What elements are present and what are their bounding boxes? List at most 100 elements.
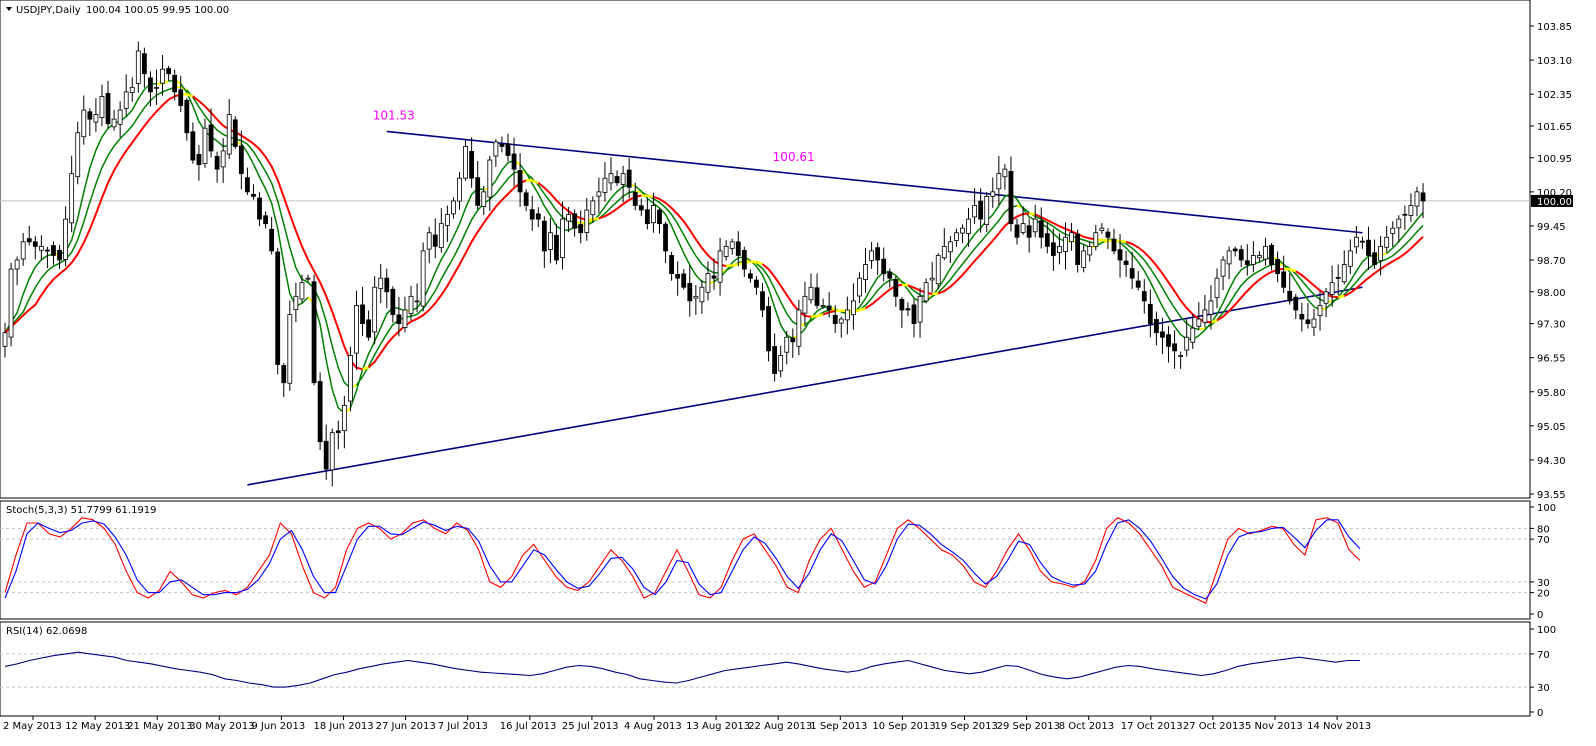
candle bbox=[796, 299, 802, 356]
candle bbox=[196, 144, 202, 181]
candle bbox=[414, 283, 420, 313]
price-tick-label: 102.35 bbox=[1537, 90, 1572, 101]
date-tick-label: 27 Oct 2013 bbox=[1183, 721, 1245, 732]
stoch-signal-line bbox=[4, 519, 1361, 600]
candle bbox=[814, 273, 820, 309]
candle bbox=[632, 182, 638, 211]
date-tick-label: 9 Jun 2013 bbox=[251, 721, 305, 732]
candle bbox=[360, 286, 365, 336]
candle bbox=[438, 208, 444, 253]
candle bbox=[741, 246, 747, 277]
candle bbox=[1069, 223, 1074, 251]
candle bbox=[1257, 251, 1262, 262]
candle bbox=[1250, 241, 1256, 273]
candle bbox=[881, 247, 887, 282]
candle bbox=[1353, 225, 1359, 254]
candle bbox=[148, 71, 153, 107]
candle bbox=[1057, 233, 1062, 265]
price-annotation: 100.61 bbox=[773, 150, 815, 164]
candle bbox=[432, 218, 438, 259]
candle bbox=[1093, 225, 1099, 251]
candle bbox=[1160, 317, 1165, 354]
indicator-tick-label: 30 bbox=[1537, 578, 1550, 589]
candle bbox=[511, 137, 517, 187]
candle bbox=[1154, 311, 1159, 346]
candle bbox=[123, 74, 129, 116]
candle bbox=[596, 177, 602, 214]
moving-average-fast-flat-segment bbox=[592, 217, 600, 221]
price-tick-label: 93.55 bbox=[1537, 490, 1566, 501]
candle bbox=[1263, 237, 1268, 266]
candle bbox=[681, 268, 687, 290]
candle bbox=[420, 242, 426, 312]
date-tick-label: 30 May 2013 bbox=[189, 721, 254, 732]
stoch-panel-frame bbox=[0, 500, 1531, 620]
candle bbox=[1129, 251, 1135, 289]
candle bbox=[1269, 243, 1274, 271]
candle bbox=[481, 186, 487, 216]
candle bbox=[2, 322, 8, 358]
price-tick-label: 98.00 bbox=[1537, 288, 1566, 299]
candle bbox=[1414, 186, 1420, 217]
trendline-resistance[interactable] bbox=[386, 130, 1363, 234]
candle bbox=[117, 101, 123, 138]
date-tick-label: 4 Aug 2013 bbox=[624, 721, 682, 732]
candle bbox=[851, 283, 856, 330]
candle bbox=[457, 171, 462, 210]
moving-average-fast-flat-segment bbox=[726, 264, 733, 268]
candle bbox=[451, 197, 456, 219]
candle bbox=[887, 268, 893, 288]
candle bbox=[493, 139, 499, 167]
candle bbox=[711, 258, 717, 290]
candle bbox=[190, 122, 196, 164]
candle bbox=[1287, 273, 1293, 305]
symbol-label: USDJPY,Daily bbox=[16, 5, 81, 16]
price-tick-label: 98.70 bbox=[1537, 256, 1566, 267]
price-tick-label: 95.05 bbox=[1537, 422, 1566, 433]
date-tick-label: 7 Jul 2013 bbox=[438, 721, 488, 732]
candle bbox=[178, 75, 184, 113]
candle bbox=[1135, 271, 1141, 291]
candle bbox=[499, 136, 505, 153]
candle bbox=[244, 167, 250, 195]
candle bbox=[396, 296, 402, 337]
moving-average-fast-flat-segment bbox=[1210, 319, 1218, 324]
candle bbox=[348, 346, 353, 412]
candle bbox=[1026, 218, 1032, 253]
candle bbox=[1111, 228, 1117, 255]
candle bbox=[820, 298, 826, 309]
candle bbox=[184, 97, 190, 141]
candle bbox=[1014, 218, 1020, 245]
candle bbox=[875, 242, 881, 275]
candle bbox=[729, 238, 735, 255]
candle bbox=[1099, 223, 1105, 235]
trendline-support[interactable] bbox=[247, 286, 1363, 486]
candle bbox=[1408, 193, 1414, 222]
candle bbox=[996, 156, 1002, 206]
indicator-tick-label: 20 bbox=[1537, 589, 1550, 600]
candle bbox=[1081, 244, 1087, 273]
indicator-tick-label: 80 bbox=[1537, 524, 1550, 535]
date-tick-label: 22 Aug 2013 bbox=[748, 721, 812, 732]
candle bbox=[99, 84, 105, 127]
moving-average-fast-flat-segment bbox=[932, 292, 939, 296]
candle bbox=[857, 272, 862, 304]
date-tick-label: 17 Oct 2013 bbox=[1121, 721, 1183, 732]
candle bbox=[760, 282, 765, 318]
rsi-title: RSI(14) 62.0698 bbox=[6, 626, 87, 637]
moving-average-fast-flat-segment bbox=[901, 283, 909, 287]
price-tick-label: 96.55 bbox=[1537, 354, 1566, 365]
candle bbox=[535, 207, 541, 227]
indicator-tick-label: 30 bbox=[1537, 683, 1550, 694]
candle bbox=[275, 248, 281, 375]
candle bbox=[238, 130, 244, 190]
candle bbox=[251, 184, 256, 200]
dropdown-triangle-icon[interactable] bbox=[6, 7, 12, 11]
candle bbox=[402, 296, 408, 333]
rsi-panel-frame bbox=[0, 621, 1531, 717]
candle bbox=[917, 287, 923, 338]
date-tick-label: 19 Sep 2013 bbox=[935, 721, 998, 732]
candle bbox=[1178, 351, 1184, 369]
candle bbox=[590, 196, 596, 223]
